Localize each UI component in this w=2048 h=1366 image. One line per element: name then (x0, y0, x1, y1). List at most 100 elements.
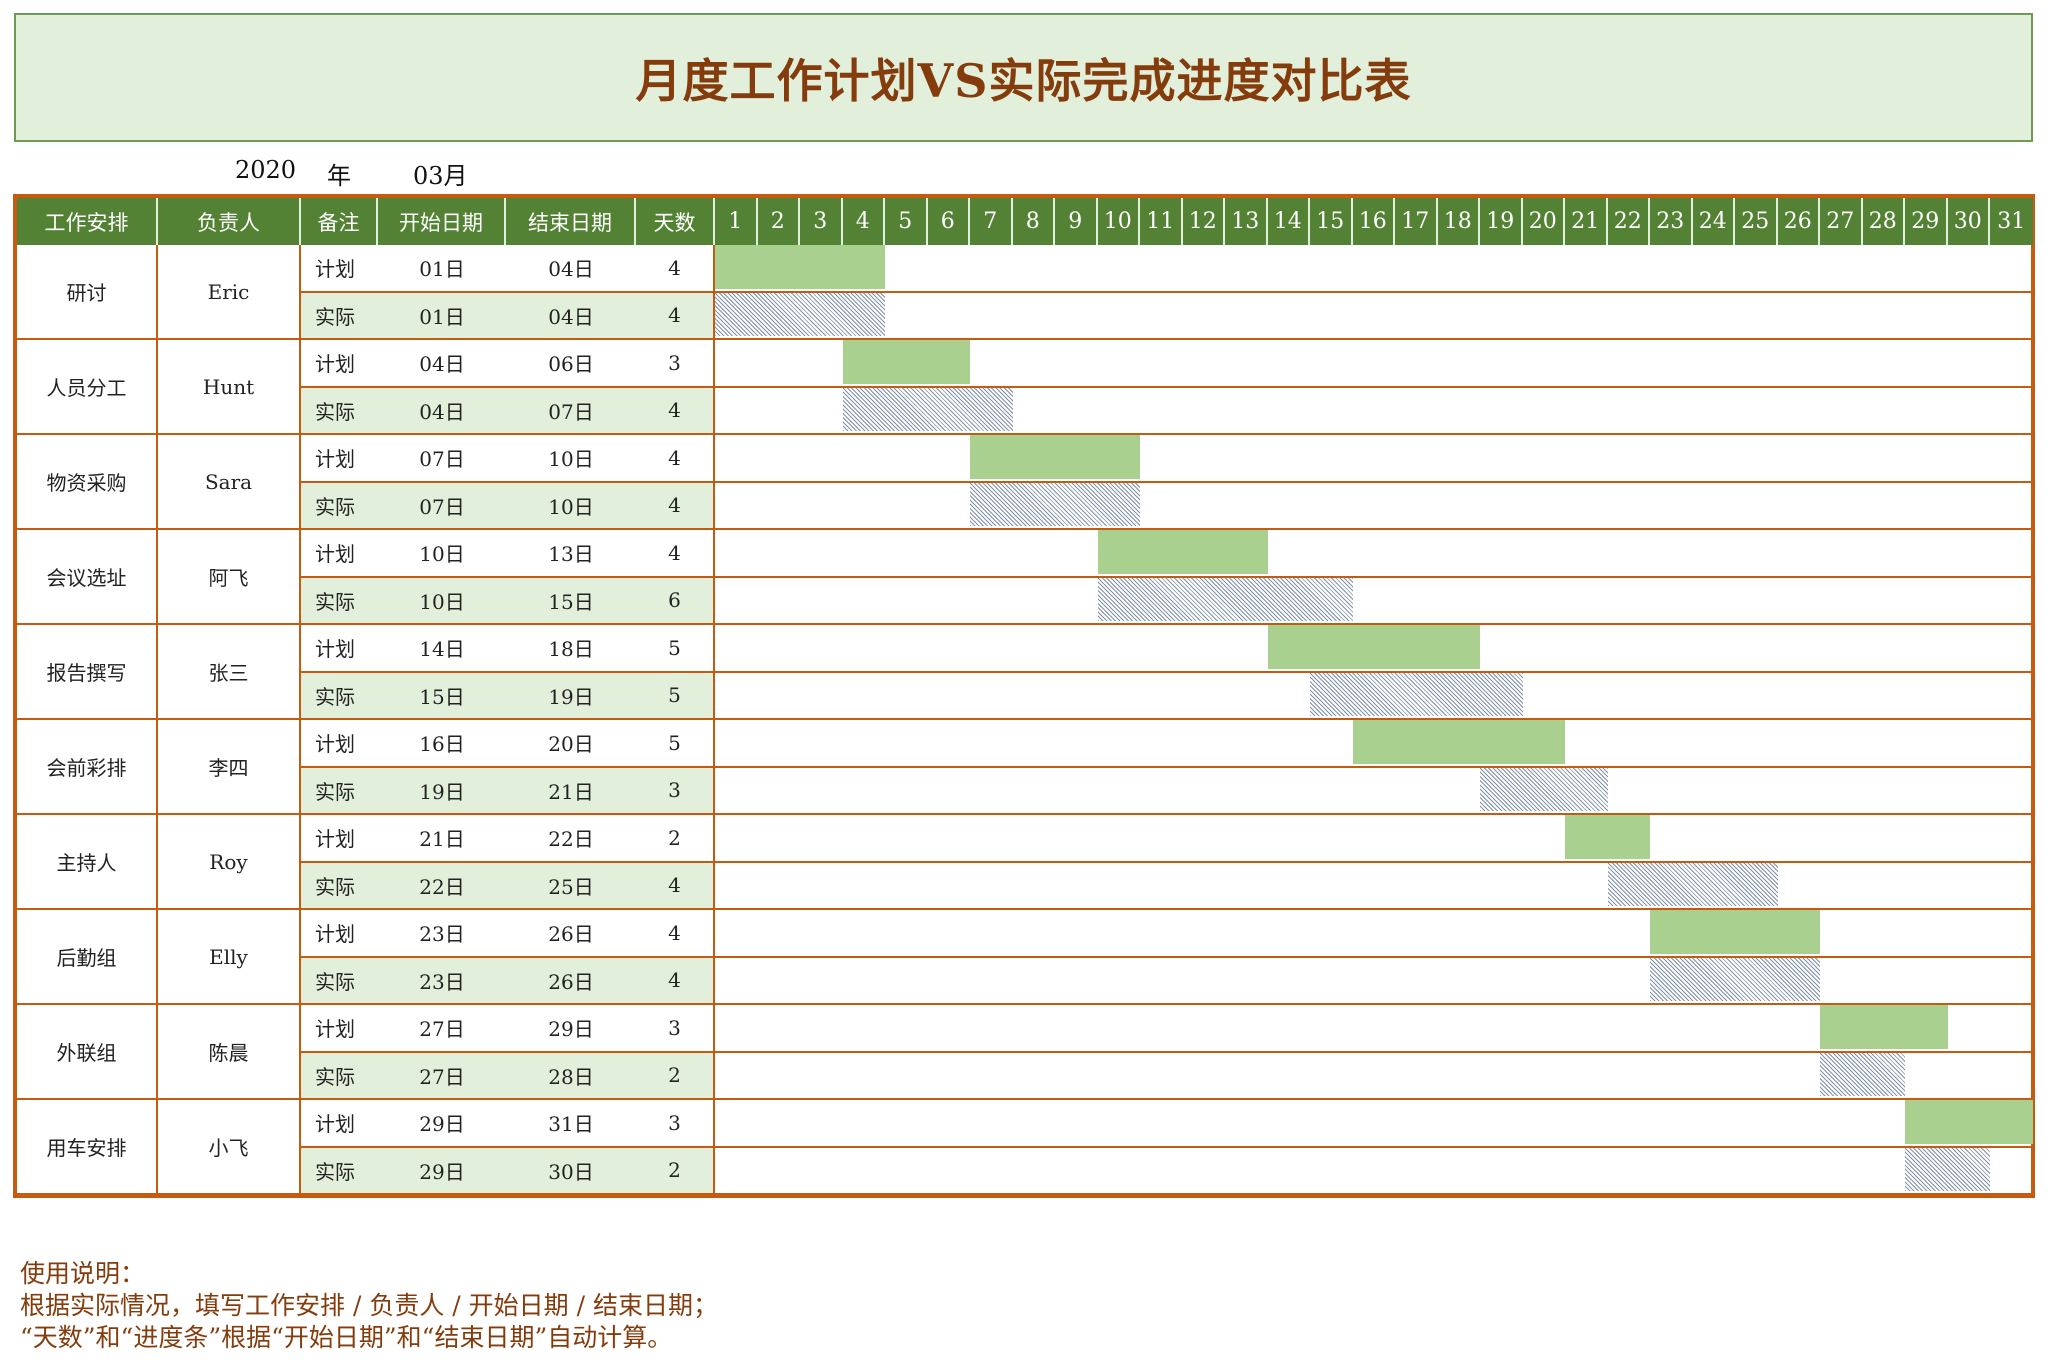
day-header-10: 10 (1097, 198, 1140, 245)
notes-line-2: “天数”和“进度条”根据“开始日期”和“结束日期”自动计算。 (20, 1323, 673, 1352)
plan-start-date-cell[interactable]: 16日 (378, 720, 506, 768)
plan-label-cell: 计划 (301, 435, 378, 483)
day-header-25: 25 (1735, 198, 1778, 245)
actual-end-date-cell[interactable]: 28日 (506, 1052, 636, 1100)
plan-start-date-cell[interactable]: 14日 (378, 625, 506, 673)
actual-end-date-cell[interactable]: 30日 (506, 1147, 636, 1195)
month-value[interactable]: 03月 (413, 162, 468, 190)
plan-progress-bar (1820, 1005, 1948, 1049)
owner-cell[interactable]: Sara (158, 435, 301, 530)
plan-days-cell: 5 (636, 625, 715, 673)
day-header-21: 21 (1565, 198, 1608, 245)
day-header-27: 27 (1820, 198, 1863, 245)
plan-progress-lane (715, 245, 2033, 293)
header-note: 备注 (301, 198, 378, 245)
plan-days-cell: 3 (636, 1100, 715, 1148)
actual-end-date-cell[interactable]: 10日 (506, 482, 636, 530)
actual-start-date-cell[interactable]: 01日 (378, 292, 506, 340)
actual-start-date-cell[interactable]: 07日 (378, 482, 506, 530)
actual-end-date-cell[interactable]: 19日 (506, 672, 636, 720)
task-name-cell[interactable]: 会前彩排 (17, 720, 158, 815)
actual-start-date-cell[interactable]: 27日 (378, 1052, 506, 1100)
plan-end-date-cell[interactable]: 04日 (506, 245, 636, 293)
plan-start-date-cell[interactable]: 21日 (378, 815, 506, 863)
owner-cell[interactable]: Hunt (158, 340, 301, 435)
actual-start-date-cell[interactable]: 19日 (378, 767, 506, 815)
plan-start-date-cell[interactable]: 23日 (378, 910, 506, 958)
title-banner: 月度工作计划VS实际完成进度对比表 (14, 13, 2033, 142)
plan-days-cell: 4 (636, 245, 715, 293)
plan-progress-lane (715, 625, 2033, 673)
plan-start-date-cell[interactable]: 04日 (378, 340, 506, 388)
task-name-cell[interactable]: 后勤组 (17, 910, 158, 1005)
actual-start-date-cell[interactable]: 22日 (378, 862, 506, 910)
task-name-cell[interactable]: 主持人 (17, 815, 158, 910)
owner-cell[interactable]: Eric (158, 245, 301, 340)
plan-start-date-cell[interactable]: 07日 (378, 435, 506, 483)
owner-cell[interactable]: Elly (158, 910, 301, 1005)
actual-start-date-cell[interactable]: 04日 (378, 387, 506, 435)
notes-heading: 使用说明： (20, 1259, 146, 1288)
plan-end-date-cell[interactable]: 13日 (506, 530, 636, 578)
plan-progress-bar (842, 340, 970, 384)
owner-cell[interactable]: 陈晨 (158, 1005, 301, 1100)
actual-end-date-cell[interactable]: 26日 (506, 957, 636, 1005)
owner-cell[interactable]: Roy (158, 815, 301, 910)
actual-progress-lane (715, 577, 2033, 625)
plan-progress-lane (715, 340, 2033, 388)
actual-start-date-cell[interactable]: 29日 (378, 1147, 506, 1195)
task-name-cell[interactable]: 外联组 (17, 1005, 158, 1100)
day-header-24: 24 (1692, 198, 1735, 245)
plan-progress-lane (715, 1005, 2033, 1053)
plan-end-date-cell[interactable]: 31日 (506, 1100, 636, 1148)
plan-start-date-cell[interactable]: 29日 (378, 1100, 506, 1148)
plan-start-date-cell[interactable]: 27日 (378, 1005, 506, 1053)
actual-end-date-cell[interactable]: 07日 (506, 387, 636, 435)
plan-start-date-cell[interactable]: 01日 (378, 245, 506, 293)
header-owner: 负责人 (158, 198, 301, 245)
actual-end-date-cell[interactable]: 21日 (506, 767, 636, 815)
day-header-7: 7 (970, 198, 1013, 245)
owner-cell[interactable]: 小飞 (158, 1100, 301, 1195)
plan-end-date-cell[interactable]: 26日 (506, 910, 636, 958)
plan-progress-lane (715, 720, 2033, 768)
task-name-cell[interactable]: 用车安排 (17, 1100, 158, 1195)
actual-end-date-cell[interactable]: 04日 (506, 292, 636, 340)
plan-end-date-cell[interactable]: 29日 (506, 1005, 636, 1053)
actual-label-cell: 实际 (301, 577, 378, 625)
actual-label-cell: 实际 (301, 1147, 378, 1195)
owner-cell[interactable]: 阿飞 (158, 530, 301, 625)
day-header-18: 18 (1437, 198, 1480, 245)
task-name-cell[interactable]: 会议选址 (17, 530, 158, 625)
actual-label-cell: 实际 (301, 482, 378, 530)
actual-progress-bar (970, 482, 1140, 526)
plan-end-date-cell[interactable]: 20日 (506, 720, 636, 768)
actual-days-cell: 3 (636, 767, 715, 815)
plan-end-date-cell[interactable]: 06日 (506, 340, 636, 388)
actual-label-cell: 实际 (301, 957, 378, 1005)
actual-end-date-cell[interactable]: 15日 (506, 577, 636, 625)
actual-start-date-cell[interactable]: 15日 (378, 672, 506, 720)
plan-end-date-cell[interactable]: 22日 (506, 815, 636, 863)
task-name-cell[interactable]: 报告撰写 (17, 625, 158, 720)
plan-progress-bar (1905, 1100, 2033, 1144)
task-name-cell[interactable]: 物资采购 (17, 435, 158, 530)
plan-label-cell: 计划 (301, 815, 378, 863)
gantt-table: 工作安排 负责人 备注 开始日期 结束日期 天数 1 2 3 4 5 6 7 8 9 10 11 12… (13, 194, 2035, 1198)
task-name-cell[interactable]: 人员分工 (17, 340, 158, 435)
actual-start-date-cell[interactable]: 10日 (378, 577, 506, 625)
plan-start-date-cell[interactable]: 10日 (378, 530, 506, 578)
actual-progress-bar (1607, 862, 1778, 906)
day-header-13: 13 (1225, 198, 1268, 245)
plan-progress-bar (1565, 815, 1650, 859)
plan-end-date-cell[interactable]: 18日 (506, 625, 636, 673)
task-name-cell[interactable]: 研讨 (17, 245, 158, 340)
owner-cell[interactable]: 张三 (158, 625, 301, 720)
year-value[interactable]: 2020 (235, 156, 297, 184)
actual-start-date-cell[interactable]: 23日 (378, 957, 506, 1005)
plan-end-date-cell[interactable]: 10日 (506, 435, 636, 483)
owner-cell[interactable]: 李四 (158, 720, 301, 815)
plan-progress-bar (715, 245, 885, 289)
actual-end-date-cell[interactable]: 25日 (506, 862, 636, 910)
day-header-12: 12 (1182, 198, 1225, 245)
